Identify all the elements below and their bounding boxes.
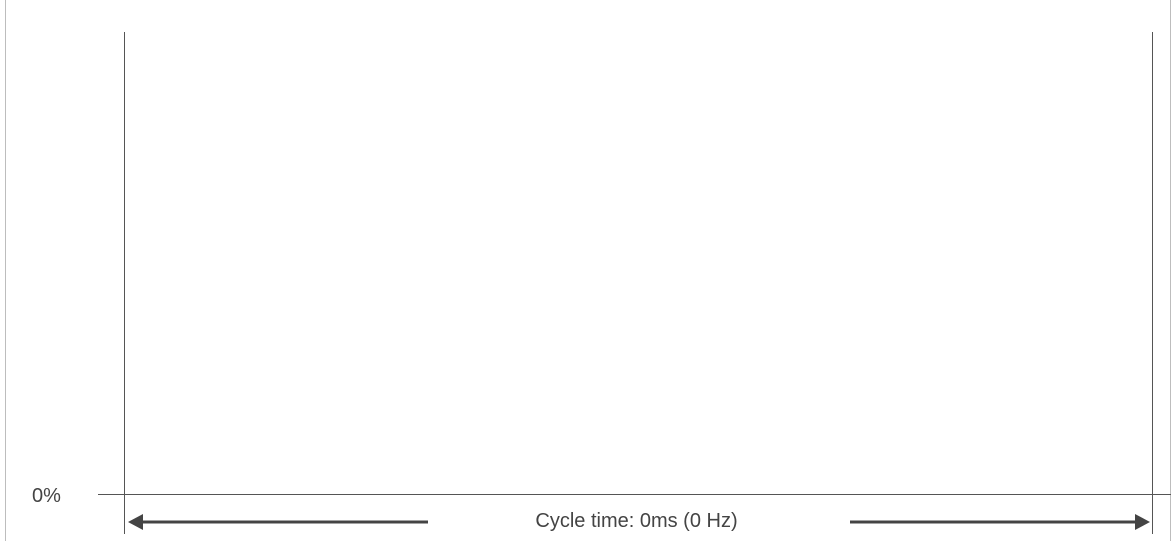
left-arrow-icon [128,514,428,530]
panel-frame [5,0,1171,541]
plot-right-boundary [1152,32,1153,534]
plot-left-boundary [124,32,125,534]
right-arrow-icon [850,514,1150,530]
plot-baseline [98,494,1171,495]
y-axis-min-label: 0% [32,485,61,507]
cycle-time-label: Cycle time: 0ms (0 Hz) [535,510,738,532]
